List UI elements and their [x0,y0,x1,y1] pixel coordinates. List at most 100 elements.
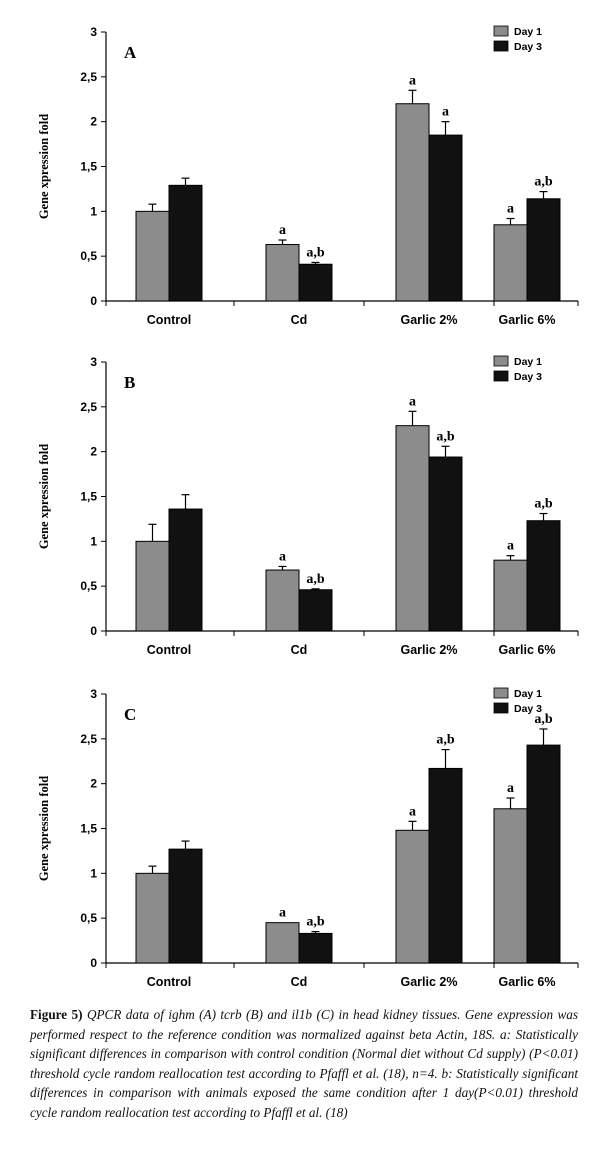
significance-label: a [279,549,286,564]
y-tick-label: 0 [90,624,97,638]
bar [135,872,170,964]
significance-label: a,b [534,712,553,727]
y-tick-label: 2 [90,115,97,129]
y-tick-label: 0,5 [80,249,97,263]
x-category-label: Control [147,975,191,989]
y-tick-label: 3 [90,355,97,369]
y-axis-label: Gene xpression fold [37,114,51,219]
y-tick-label: 1,5 [80,822,97,836]
bar [135,210,170,302]
bar [428,456,463,632]
y-tick-label: 0 [90,956,97,970]
y-tick-label: 3 [90,687,97,701]
y-tick-label: 3 [90,25,97,39]
significance-label: a [279,223,286,238]
legend-swatch [493,702,509,714]
y-tick-label: 1 [90,866,97,880]
legend-swatch [493,687,509,699]
bar [395,829,430,964]
legend-swatch [493,40,509,52]
bar [526,520,561,632]
bar [168,184,203,302]
chart-panel-c: 0 0,5 1 1,5 2 2,5 3 Gene xpression fold C Control… [0,680,597,1002]
y-tick-label: 2,5 [80,732,97,746]
bar [395,103,430,302]
significance-label: a [409,804,416,819]
bar [168,848,203,964]
significance-label: a,b [534,497,553,512]
y-tick-label: 1,5 [80,160,97,174]
x-category-label: Garlic 2% [401,313,458,327]
x-category-label: Cd [291,643,308,657]
legend-swatch [493,25,509,37]
chart-panel-b: 0 0,5 1 1,5 2 2,5 3 Gene xpression fold B Control… [0,348,597,670]
y-tick-label: 0 [90,294,97,308]
y-tick-label: 2 [90,445,97,459]
legend-swatch [493,370,509,382]
legend-label: Day 1 [514,26,542,38]
bar [265,922,300,964]
significance-label: a [507,202,514,217]
significance-label: a [409,73,416,88]
x-category-label: Control [147,643,191,657]
x-category-label: Control [147,313,191,327]
panel-label: C [124,705,136,724]
x-category-label: Cd [291,975,308,989]
significance-label: a [409,394,416,409]
x-category-label: Cd [291,313,308,327]
bar [298,263,333,302]
x-category-label: Garlic 2% [401,643,458,657]
legend-label: Day 3 [514,371,542,383]
y-tick-label: 0,5 [80,579,97,593]
bar [493,224,528,302]
legend-label: Day 3 [514,703,542,715]
y-tick-label: 2,5 [80,400,97,414]
significance-label: a,b [306,245,325,260]
bar-chart-c: 0 0,5 1 1,5 2 2,5 3 Gene xpression fold C Control… [37,687,579,989]
y-tick-label: 2,5 [80,70,97,84]
bar [135,540,170,632]
legend-swatch [493,355,509,367]
bar [298,932,333,964]
figure-caption: Figure 5) QPCR data of ighm (A) tcrb (B)… [30,1005,578,1123]
legend-label: Day 3 [514,41,542,53]
x-category-label: Garlic 6% [499,643,556,657]
y-tick-label: 2 [90,777,97,791]
panel-label: A [124,43,137,62]
bar [493,559,528,632]
significance-label: a,b [436,733,455,748]
significance-label: a,b [306,915,325,930]
bar [265,244,300,302]
chart-panel-a: 0 0,5 1 1,5 2 2,5 3 Gene xpression fold A Control… [0,18,597,340]
bar [526,744,561,964]
y-tick-label: 0,5 [80,911,97,925]
y-tick-label: 1 [90,534,97,548]
y-axis-label: Gene xpression fold [37,444,51,549]
x-category-label: Garlic 6% [499,975,556,989]
y-tick-label: 1,5 [80,490,97,504]
bar-chart-b: 0 0,5 1 1,5 2 2,5 3 Gene xpression fold B Control… [37,355,579,657]
significance-label: a [507,781,514,796]
significance-label: a [442,105,449,120]
bar [428,767,463,964]
bar-chart-a: 0 0,5 1 1,5 2 2,5 3 Gene xpression fold A Control… [37,25,579,327]
bar [298,589,333,632]
bar [493,808,528,964]
significance-label: a [279,906,286,921]
panel-label: B [124,373,135,392]
caption-label: Figure 5) [30,1007,83,1022]
caption-text: QPCR data of ighm (A) tcrb (B) and il1b … [30,1007,578,1120]
x-category-label: Garlic 6% [499,313,556,327]
bar [265,569,300,632]
legend-label: Day 1 [514,688,542,700]
legend-label: Day 1 [514,356,542,368]
bar [428,134,463,302]
significance-label: a,b [534,175,553,190]
bar [168,508,203,632]
y-tick-label: 1 [90,204,97,218]
significance-label: a [507,539,514,554]
bar [526,198,561,302]
significance-label: a,b [436,429,455,444]
significance-label: a,b [306,572,325,587]
bar [395,425,430,632]
